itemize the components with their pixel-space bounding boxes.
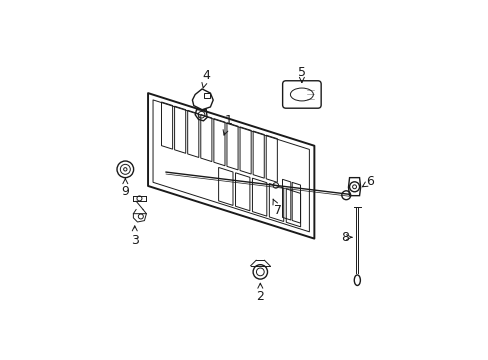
Text: 1: 1 (223, 114, 232, 135)
Text: 7: 7 (272, 199, 282, 217)
Text: 9: 9 (121, 179, 129, 198)
Text: 2: 2 (256, 283, 264, 303)
Text: 3: 3 (130, 226, 139, 247)
Text: 8: 8 (340, 231, 351, 244)
Text: 4: 4 (202, 68, 210, 88)
Text: 5: 5 (297, 66, 305, 82)
Text: 6: 6 (362, 175, 373, 188)
